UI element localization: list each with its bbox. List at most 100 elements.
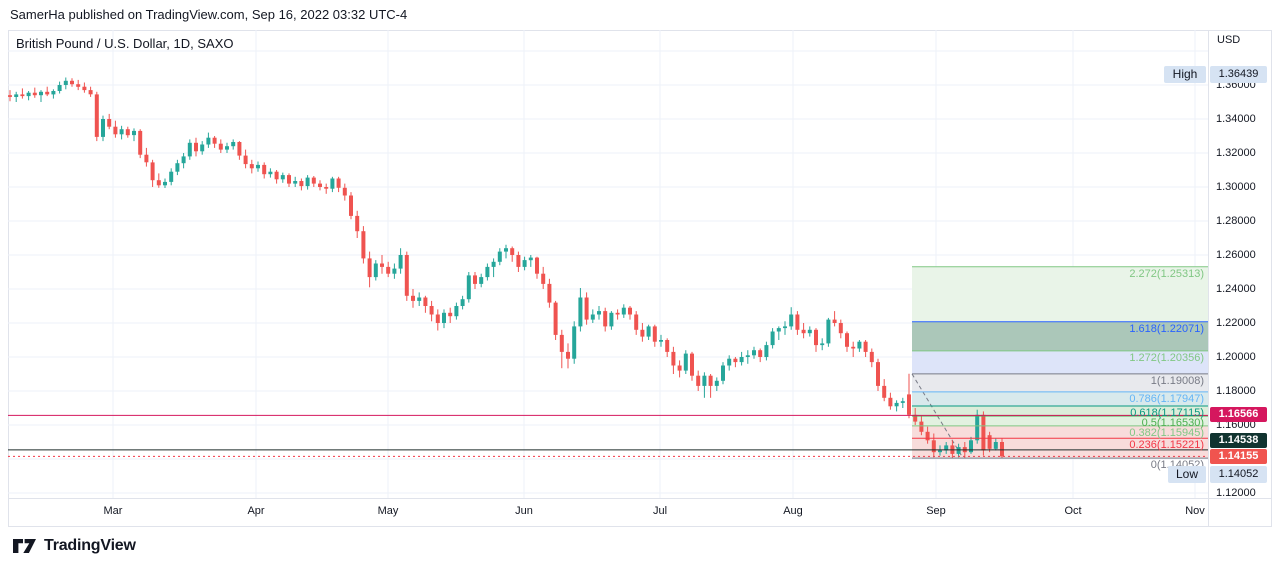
candle-body [603, 311, 608, 327]
candle-body [938, 450, 942, 453]
x-axis-month-label: Apr [247, 505, 265, 517]
candle-body [894, 402, 899, 407]
x-axis-month-label: Mar [103, 505, 123, 517]
candle-body [628, 307, 632, 315]
candle-body [876, 362, 880, 386]
candle-body [993, 442, 998, 449]
candle-body [318, 183, 322, 187]
candle-body [355, 215, 360, 232]
candle-body [256, 164, 260, 169]
candle-body [863, 341, 868, 352]
fib-level-label: 0.5(1.16530) [1141, 416, 1204, 429]
candle-body [435, 314, 440, 323]
price-badge: 1.14155 [1210, 449, 1267, 464]
candle-body [206, 137, 211, 145]
candle-body [764, 345, 769, 357]
y-axis-tick: 1.20000 [1216, 351, 1256, 363]
fib-zone [912, 425, 1208, 439]
candle-body [280, 175, 285, 180]
candle-body [919, 421, 924, 432]
candle-body [826, 319, 831, 344]
fib-zone [912, 406, 1208, 416]
fib-zone [912, 438, 1208, 459]
candle-body [845, 333, 849, 347]
candle-body [789, 314, 794, 327]
candle-body [361, 231, 366, 259]
x-axis-month-label: Jun [515, 505, 533, 517]
fib-level-label: 0.786(1.17947) [1129, 392, 1204, 405]
candle-body [659, 340, 663, 342]
candle-body [981, 414, 986, 451]
candle-body [20, 94, 25, 97]
candle-body [535, 257, 539, 274]
x-axis-month-label: Jul [652, 505, 668, 517]
x-axis-month-label: Nov [1185, 505, 1205, 517]
candle-body [150, 162, 155, 181]
candle-body [138, 130, 143, 155]
fib-level-label: 2.272(1.25313) [1129, 267, 1204, 280]
candle-body [132, 130, 136, 136]
candle-body [32, 92, 37, 96]
candle-body [504, 248, 508, 252]
fib-zone [912, 391, 1208, 406]
candle-body [336, 178, 341, 188]
tradingview-logo-icon[interactable] [12, 537, 37, 555]
candle-body [466, 275, 471, 300]
attribution-text: SamerHa published on TradingView.com, Se… [10, 7, 408, 22]
fib-level-label: 0.382(1.15945) [1129, 426, 1204, 439]
candle-body [931, 440, 936, 453]
candle-body [82, 86, 87, 91]
candle-body [57, 85, 62, 91]
y-axis-tick: 1.32000 [1216, 147, 1256, 159]
fib-zone [912, 373, 1208, 392]
price-axis-separator [1208, 30, 1209, 527]
candle-body [510, 248, 515, 255]
fib-level-label: 1(1.19008) [1150, 374, 1204, 387]
candle-body [745, 355, 750, 357]
candle-body [423, 297, 428, 306]
fib-level-label: 1.618(1.22071) [1129, 322, 1204, 335]
candle-body [615, 312, 620, 315]
candle-body [454, 306, 459, 317]
candle-body [888, 397, 893, 407]
candle-body [733, 358, 738, 363]
price-badge: 1.14538 [1210, 433, 1267, 448]
candle-body [776, 328, 781, 332]
candle-body [702, 375, 707, 386]
candle-body [479, 277, 484, 284]
candle-body [597, 311, 601, 315]
candle-body [442, 312, 446, 323]
footer-brand-text[interactable]: TradingView [44, 537, 136, 554]
x-axis-month-label: Oct [1064, 505, 1082, 517]
candle-body [677, 365, 682, 371]
candle-body [200, 144, 205, 152]
candle-body [212, 137, 217, 144]
candle-body [621, 307, 626, 315]
candle-body [640, 329, 645, 337]
x-axis-month-label: Sep [926, 505, 946, 517]
candle-body [795, 314, 800, 330]
candle-body [231, 142, 236, 147]
y-axis-tick: 1.18000 [1216, 385, 1256, 397]
candle-body [417, 297, 422, 301]
price-chart-plot[interactable] [8, 30, 1208, 498]
candle-body [119, 129, 124, 135]
candle-body [218, 143, 223, 150]
candle-body [460, 299, 465, 306]
candle-body [869, 351, 874, 363]
candle-body [553, 302, 558, 335]
candle-body [770, 331, 775, 346]
candle-body [721, 365, 725, 381]
candle-body [194, 142, 198, 152]
candle-body [373, 263, 378, 278]
candle-body [652, 326, 657, 342]
fib-zone [912, 416, 1208, 426]
candle-body [491, 261, 496, 267]
candle-body [783, 326, 787, 329]
price-badge: 1.16566 [1210, 407, 1267, 422]
candle-body [380, 263, 384, 267]
candle-body [367, 258, 372, 278]
candle-body [1000, 442, 1004, 457]
currency-label: USD [1217, 34, 1241, 46]
y-axis-tick: 1.34000 [1216, 113, 1256, 125]
